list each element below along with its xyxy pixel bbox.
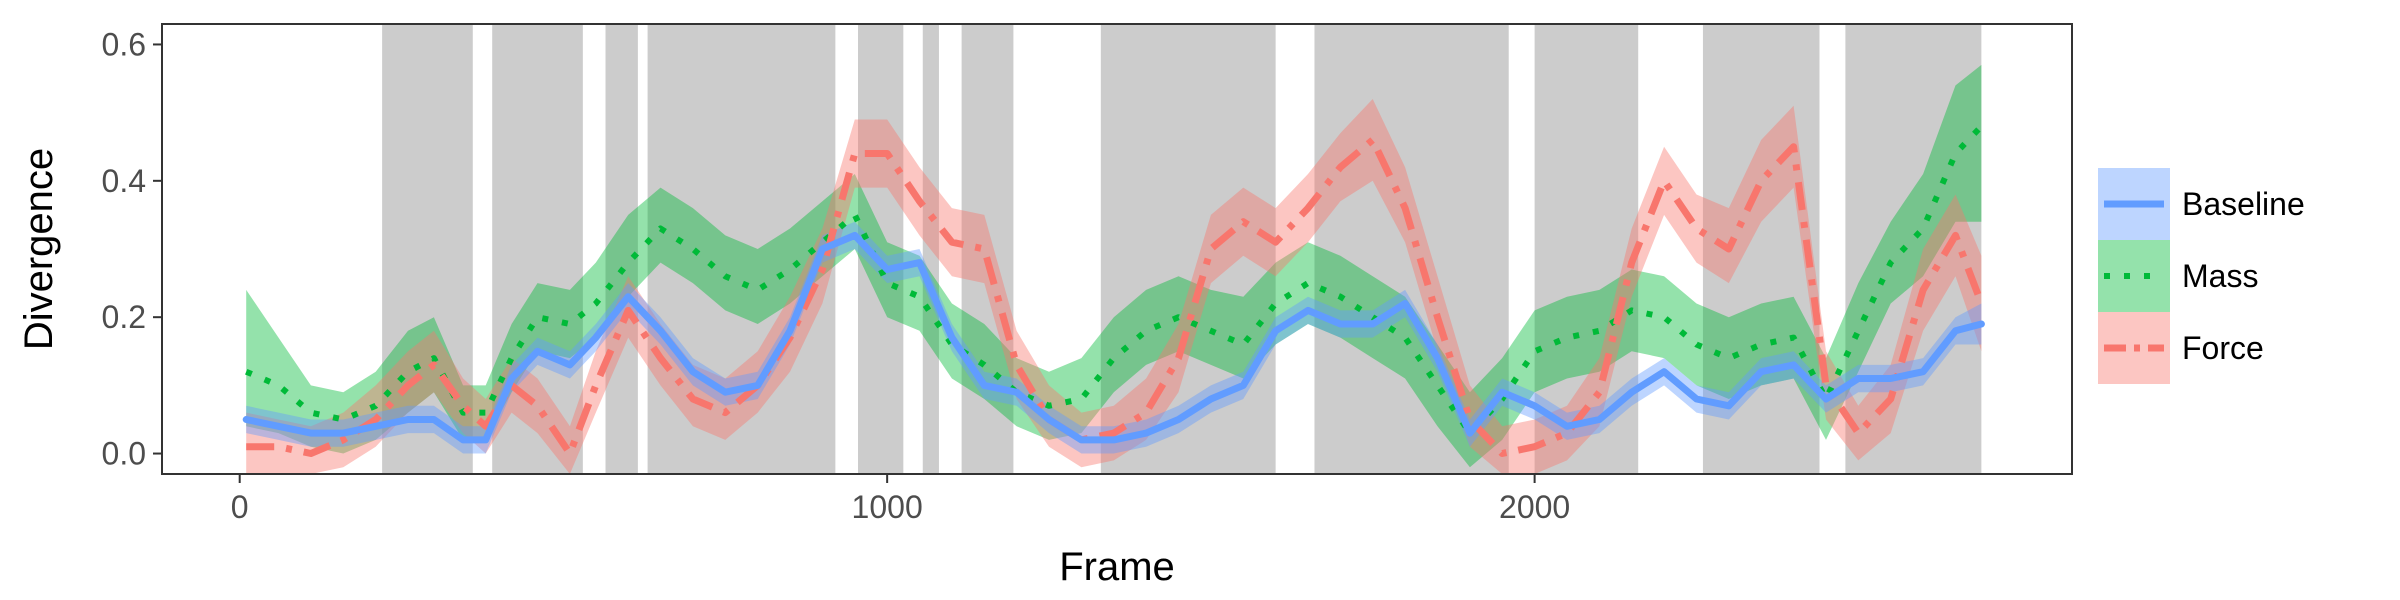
shaded-region-6 [961,24,1014,474]
legend-label-force: Force [2182,330,2264,366]
force-series-line [246,136,1985,457]
x-tick-label-2: 2000 [1499,489,1570,525]
shaded-region-7 [1100,24,1276,474]
legend: Baseline Mass Force [2098,168,2305,384]
y-tick-label-0: 0.0 [102,436,146,472]
x-tick-label-0: 0 [231,489,249,525]
plot-panel-border [161,23,2073,475]
y-tick-label-3: 0.6 [102,26,146,62]
x-tick-label-1: 1000 [852,489,923,525]
mass-series-line [245,124,1984,437]
shaded-region-1 [492,24,583,474]
x-axis: 0 1000 2000 [231,474,1570,525]
legend-label-baseline: Baseline [2182,186,2305,222]
shaded-region-8 [1314,24,1509,474]
shaded-region-2 [605,24,638,474]
y-tick-label-2: 0.4 [102,163,146,199]
x-axis-title: Frame [1059,545,1175,589]
series-lines [242,124,1985,457]
y-axis: 0.0 0.2 0.4 0.6 [102,26,162,472]
shaded-region-0 [382,24,473,474]
baseline-series-line [242,231,1985,444]
y-tick-label-1: 0.2 [102,299,146,335]
legend-label-mass: Mass [2182,258,2258,294]
y-axis-title: Divergence [17,148,61,350]
mass-confidence-band [246,64,1982,468]
shaded-region-11 [1845,24,1982,474]
shaded-region-5 [922,24,939,474]
